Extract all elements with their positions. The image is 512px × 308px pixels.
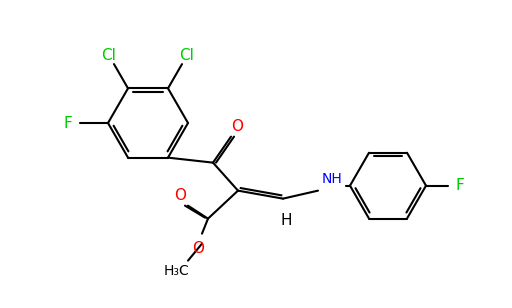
Text: NH: NH bbox=[322, 172, 343, 186]
Text: H: H bbox=[280, 213, 292, 228]
Text: H₃C: H₃C bbox=[163, 264, 189, 278]
Text: Cl: Cl bbox=[101, 48, 116, 63]
Text: O: O bbox=[192, 241, 204, 256]
Text: F: F bbox=[63, 116, 72, 131]
Text: Cl: Cl bbox=[180, 48, 195, 63]
Text: O: O bbox=[231, 119, 243, 134]
Text: F: F bbox=[456, 178, 464, 193]
Text: O: O bbox=[174, 188, 186, 203]
